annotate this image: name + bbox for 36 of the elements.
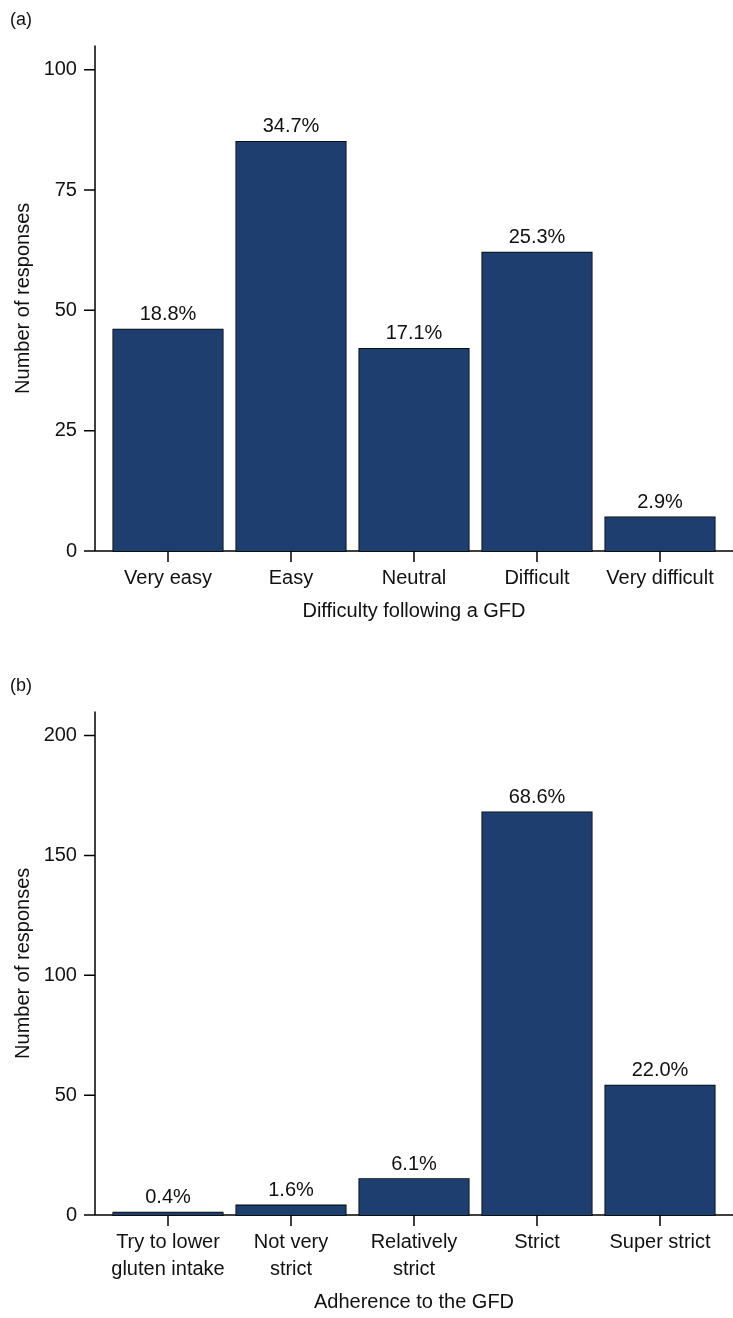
x-tick-label: Relatively strict — [370, 1230, 458, 1280]
y-axis-title: Number of responses — [10, 202, 33, 394]
annotation: 2.9% — [637, 489, 684, 512]
x-tick-label: Easy — [268, 566, 314, 589]
y-tick-label: 150 — [43, 842, 77, 865]
x-tick-label: Strict — [514, 1230, 561, 1253]
y-tick-label: 0 — [65, 1202, 77, 1225]
y-tick-label: 75 — [54, 177, 77, 200]
annotation: 18.8% — [139, 302, 197, 325]
y-tick-label: 25 — [54, 418, 77, 441]
annotation: 0.4% — [145, 1185, 192, 1208]
annotation: 6.1% — [391, 1151, 438, 1174]
x-tick-label: Very easy — [124, 566, 212, 589]
x-axis-title: Adherence to the GFD — [313, 1290, 515, 1313]
x-tick-label: Try to lower gluten intake — [111, 1230, 225, 1280]
y-tick-label: 50 — [54, 1082, 77, 1105]
y-tick-label: 100 — [43, 962, 77, 985]
chart-title: (b) — [10, 674, 32, 695]
y-tick-label: 0 — [65, 538, 77, 561]
y-tick-label: 50 — [54, 297, 77, 320]
annotation: 25.3% — [508, 225, 566, 248]
x-tick-label: Not very strict — [253, 1230, 329, 1280]
x-tick-label: Neutral — [381, 566, 447, 589]
x-tick-label: Very difficult — [606, 566, 715, 589]
annotation: 17.1% — [385, 321, 443, 344]
x-tick-label: Difficult — [504, 566, 571, 589]
y-tick-label: 200 — [43, 723, 77, 746]
annotation: 68.6% — [508, 784, 566, 807]
annotation: 1.6% — [268, 1177, 315, 1200]
y-axis-title: Number of responses — [10, 867, 33, 1059]
annotation: 22.0% — [631, 1058, 689, 1081]
y-tick-label: 100 — [43, 57, 77, 80]
x-axis-title: Difficulty following a GFD — [302, 599, 526, 622]
x-tick-label: Super strict — [609, 1230, 712, 1253]
chart-title: (a) — [10, 8, 32, 29]
annotation: 34.7% — [262, 114, 320, 137]
